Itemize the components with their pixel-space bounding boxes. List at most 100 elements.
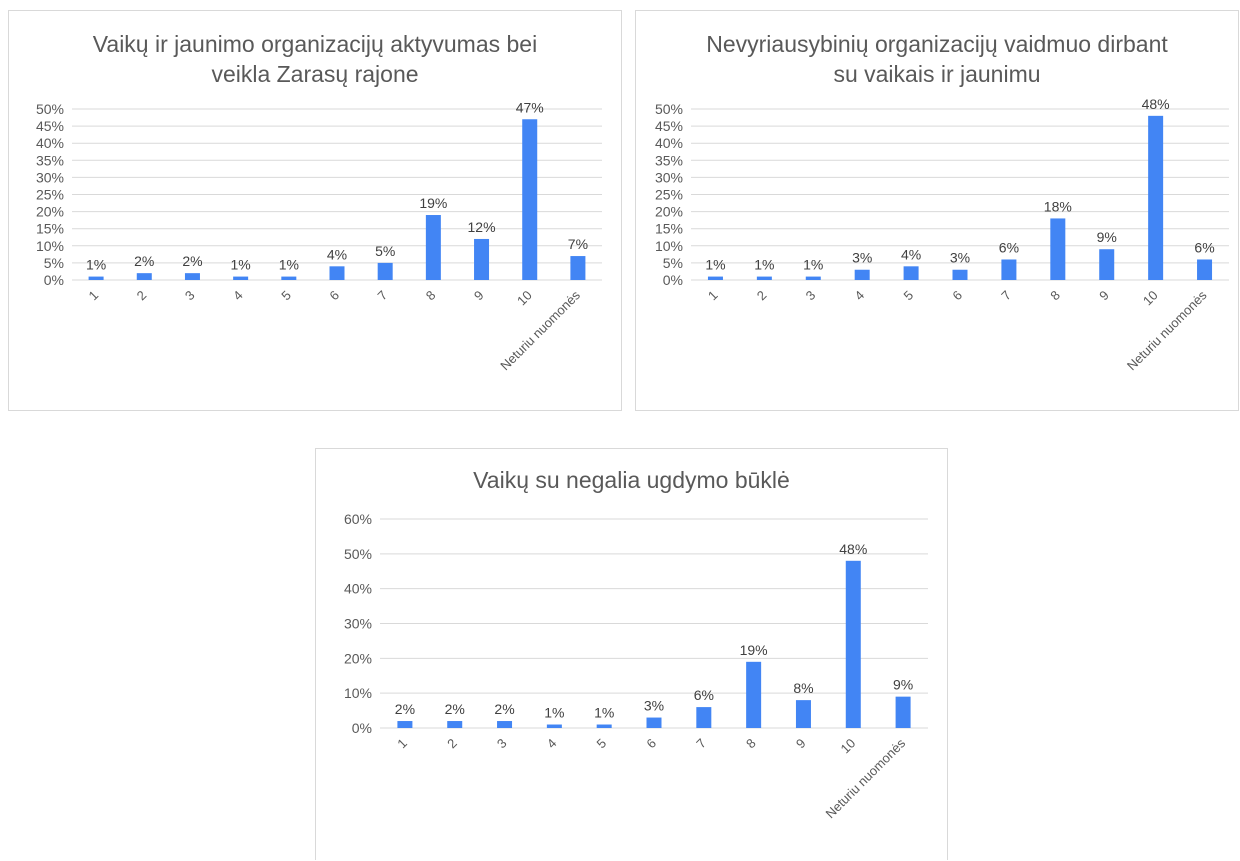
data-label: 48% <box>1142 96 1170 112</box>
x-tick-label: 2 <box>754 288 770 304</box>
x-tick-label: 1 <box>85 288 101 304</box>
chart-title-line: Vaikų su negalia ugdymo būklė <box>473 467 790 493</box>
y-tick-label: 60% <box>344 511 372 527</box>
bar <box>1050 218 1066 280</box>
chart-panel-disability-education: Vaikų su negalia ugdymo būklė 0% 10% 20% 30… <box>315 448 948 860</box>
data-label: 1% <box>231 257 251 273</box>
bar <box>1001 259 1017 280</box>
data-label: 6% <box>1194 239 1214 255</box>
x-tick-label: 3 <box>803 288 819 304</box>
y-tick-label: 0% <box>663 272 683 288</box>
x-tick-label: 8 <box>1047 288 1063 304</box>
bar <box>646 717 662 728</box>
bar <box>795 700 811 728</box>
bar <box>707 276 723 280</box>
bar-chart: 0% 10% 20% 30% 40% 50% 60% 2% 1 2% 2 2% 3 1% 4 1% 5 3% 6 6%… <box>344 511 928 821</box>
chart-panel-organization-activity: Vaikų ir jaunimo organizacijų aktyvumas … <box>8 10 622 411</box>
x-tick-label: 2 <box>134 288 150 304</box>
x-tick-label: 4 <box>230 288 246 304</box>
bar <box>281 276 297 280</box>
data-label: 47% <box>516 99 544 115</box>
chart-title-line: veikla Zarasų rajone <box>211 61 419 87</box>
y-tick-label: 10% <box>36 238 64 254</box>
bar <box>696 707 712 728</box>
data-label: 8% <box>793 680 813 696</box>
bar <box>952 269 968 280</box>
x-tick-label: 9 <box>793 736 809 752</box>
y-tick-label: 10% <box>344 685 372 701</box>
y-tick-label: 30% <box>36 169 64 185</box>
bar <box>805 276 821 280</box>
data-label: 6% <box>694 687 714 703</box>
x-tick-label: 1 <box>394 736 410 752</box>
chart-title-line: su vaikais ir jaunimu <box>833 61 1041 87</box>
bar <box>377 262 393 280</box>
bar <box>903 266 919 280</box>
y-tick-label: 40% <box>655 135 683 151</box>
bar <box>497 721 513 728</box>
x-tick-label: 5 <box>278 288 294 304</box>
x-tick-label: 3 <box>182 288 198 304</box>
x-tick-label: 4 <box>852 288 868 304</box>
x-tick-label: 5 <box>900 288 916 304</box>
y-tick-label: 50% <box>36 101 64 117</box>
bar <box>233 276 249 280</box>
data-label: 18% <box>1044 198 1072 214</box>
bar <box>474 238 490 280</box>
x-tick-label: 10 <box>514 288 535 309</box>
y-tick-label: 0% <box>352 720 372 736</box>
y-tick-label: 40% <box>36 135 64 151</box>
data-label: 19% <box>419 195 447 211</box>
bar <box>854 269 870 280</box>
x-tick-label: Neturiu nuomonės <box>822 735 908 821</box>
y-tick-label: 35% <box>36 152 64 168</box>
x-tick-label: 6 <box>949 288 965 304</box>
y-tick-label: 5% <box>663 255 683 271</box>
bar <box>447 721 463 728</box>
chart-title: Nevyriausybinių organizacijų vaidmuo dir… <box>636 29 1238 89</box>
x-tick-label: Neturiu nuomonės <box>497 287 583 373</box>
data-label: 9% <box>1097 229 1117 245</box>
data-label: 2% <box>182 253 202 269</box>
bar-chart: 0%5%10%15%20%25% 30%35%40%45%50% 1% 1 1% 2 1% 3… <box>655 96 1229 373</box>
x-tick-label: 8 <box>423 288 439 304</box>
bar <box>1148 115 1164 280</box>
bar <box>522 119 538 280</box>
y-tick-label: 0% <box>44 272 64 288</box>
bar <box>397 721 413 728</box>
x-tick-label: 1 <box>705 288 721 304</box>
y-tick-label: 25% <box>36 187 64 203</box>
bar <box>845 560 861 728</box>
data-label: 1% <box>594 705 614 721</box>
data-label: 7% <box>568 236 588 252</box>
bar <box>756 276 772 280</box>
y-tick-label: 15% <box>36 221 64 237</box>
chart-title-line: Nevyriausybinių organizacijų vaidmuo dir… <box>706 31 1168 57</box>
data-label: 9% <box>893 677 913 693</box>
data-label: 2% <box>134 253 154 269</box>
x-tick-label: Neturiu nuomonės <box>1124 287 1210 373</box>
data-label: 1% <box>754 257 774 273</box>
x-tick-label: 10 <box>1140 288 1161 309</box>
bar <box>596 724 612 728</box>
chart-title: Vaikų su negalia ugdymo būklė <box>316 465 947 495</box>
x-tick-label: 9 <box>471 288 487 304</box>
data-label: 1% <box>803 257 823 273</box>
y-tick-label: 50% <box>655 101 683 117</box>
y-tick-label: 45% <box>655 118 683 134</box>
x-tick-label: 7 <box>693 736 709 752</box>
y-tick-label: 40% <box>344 581 372 597</box>
y-tick-label: 5% <box>44 255 64 271</box>
x-tick-label: 8 <box>743 736 759 752</box>
data-label: 19% <box>740 642 768 658</box>
y-tick-label: 45% <box>36 118 64 134</box>
bar <box>88 276 104 280</box>
bar <box>546 724 562 728</box>
x-tick-label: 7 <box>998 288 1014 304</box>
y-tick-label: 10% <box>655 238 683 254</box>
chart-panel-ngo-role: Nevyriausybinių organizacijų vaidmuo dir… <box>635 10 1239 411</box>
bar <box>425 215 441 280</box>
data-label: 2% <box>395 701 415 717</box>
data-label: 5% <box>375 243 395 259</box>
x-tick-label: 5 <box>594 736 610 752</box>
